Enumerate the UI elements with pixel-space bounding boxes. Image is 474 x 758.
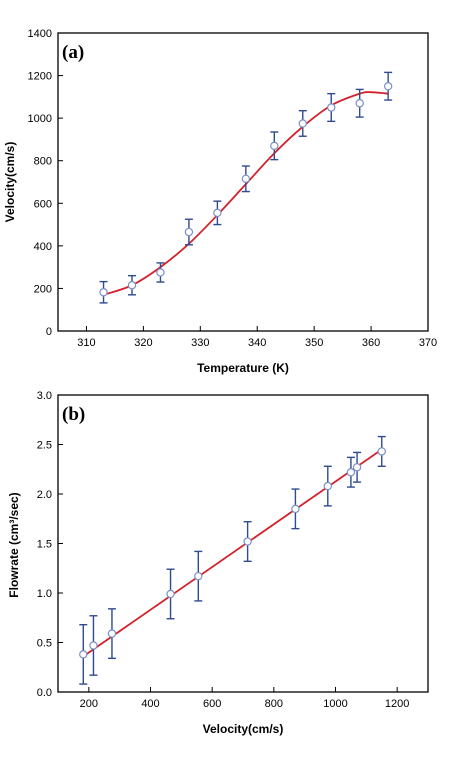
y-tick-label: 0.0 (37, 687, 52, 699)
y-tick-label: 200 (34, 283, 52, 295)
data-point (243, 537, 252, 546)
data-point (355, 99, 364, 108)
data-point (213, 208, 222, 218)
y-axis-title-b: Flowrate (cm³/sec) (7, 492, 21, 597)
x-axis-title-a: Temperature (K) (197, 361, 289, 375)
x-tick-label: 200 (80, 698, 98, 710)
y-tick-label: 3.0 (37, 390, 52, 402)
x-tick-label: 360 (362, 337, 380, 349)
data-point (346, 468, 356, 477)
chart-panel-b: (b) Velocity(cm/s) Flowrate (cm³/sec) 20… (7, 390, 429, 736)
fit-line-b (82, 448, 383, 658)
x-tick-label: 370 (419, 337, 437, 349)
data-point (327, 103, 336, 112)
data-point (127, 281, 137, 290)
x-axis-title-b: Velocity(cm/s) (203, 722, 284, 736)
plot-frame-a (57, 32, 429, 332)
data-point (156, 268, 165, 277)
x-tick-label: 800 (265, 698, 283, 710)
data-point (352, 463, 362, 472)
y-tick-label: 1.0 (37, 588, 52, 600)
y-tick-label: 1200 (28, 71, 52, 83)
data-point (184, 227, 194, 237)
axis-ticks-b: 200 400 600 800 1000 1200 0.0 0.5 1.0 1.5 2.0 2.5 3.… (37, 390, 410, 710)
data-point (99, 288, 108, 297)
data-points-a (99, 71, 393, 304)
x-tick-label: 1000 (323, 698, 347, 710)
y-tick-label: 1400 (28, 28, 52, 40)
panel-label-a: (a) (62, 42, 84, 63)
data-point (166, 589, 175, 599)
data-point (377, 447, 386, 456)
axis-ticks-a: 310 320 330 340 350 360 370 0 200 400 600 800 1000 12… (28, 28, 438, 349)
chart-panel-a: (a) Temperature (K) Velocity(cm/s) 310 32… (3, 28, 437, 375)
y-axis-title-a: Velocity(cm/s) (3, 142, 17, 223)
x-tick-label: 1200 (385, 698, 409, 710)
x-tick-label: 320 (134, 337, 152, 349)
x-tick-label: 340 (248, 337, 266, 349)
fit-line-path (103, 91, 389, 296)
x-tick-label: 310 (77, 337, 95, 349)
x-tick-label: 400 (141, 698, 159, 710)
y-tick-label: 1.5 (37, 539, 52, 551)
y-tick-label: 400 (34, 241, 52, 253)
fit-curve-a (103, 91, 389, 296)
data-point (89, 641, 98, 650)
data-point (298, 119, 307, 128)
y-tick-label: 0 (46, 326, 52, 338)
data-point (241, 174, 251, 184)
plot-frame-b (57, 394, 429, 693)
y-tick-label: 800 (34, 156, 52, 168)
fit-line-path (82, 448, 383, 658)
x-tick-label: 600 (203, 698, 221, 710)
data-point (291, 504, 300, 514)
x-tick-label: 330 (191, 337, 209, 349)
data-point (79, 650, 88, 659)
y-tick-label: 0.5 (37, 638, 52, 650)
y-tick-label: 2.0 (37, 489, 52, 501)
data-point (107, 629, 117, 638)
data-point (194, 571, 203, 581)
data-point (323, 481, 332, 491)
y-tick-label: 1000 (28, 113, 52, 125)
data-point (383, 82, 393, 91)
panel-label-b: (b) (62, 404, 85, 425)
y-tick-label: 2.5 (37, 440, 52, 452)
data-points-b (79, 435, 386, 685)
y-tick-label: 600 (34, 198, 52, 210)
data-point (270, 141, 279, 151)
x-tick-label: 350 (305, 337, 323, 349)
